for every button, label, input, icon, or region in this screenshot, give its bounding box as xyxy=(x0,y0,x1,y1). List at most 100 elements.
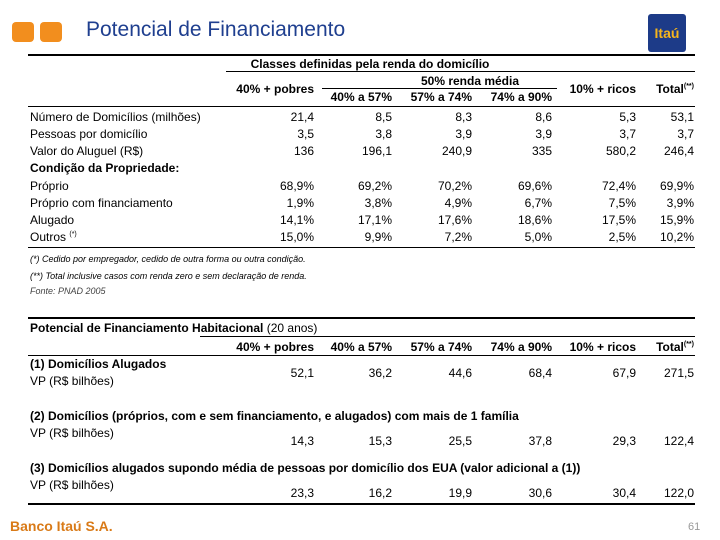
cell: 29,3 xyxy=(612,434,636,448)
section-label-condicao: Condição da Propriedade: xyxy=(30,161,180,175)
page-number: 61 xyxy=(688,521,701,533)
group-subtitle: VP (R$ bilhões) xyxy=(30,426,114,440)
table2-col-header: 40% a 57% xyxy=(330,340,392,354)
outros-footnote-mark: (*) xyxy=(69,231,77,238)
table2-title-suffix: (20 anos) xyxy=(266,321,318,335)
table1-col-header-total: Total(**) xyxy=(636,82,694,96)
cell: 580,2 xyxy=(605,144,636,158)
cell: 30,4 xyxy=(612,486,636,500)
row-label: Valor do Aluguel (R$) xyxy=(30,144,144,158)
cell: 68,9% xyxy=(279,179,314,193)
cell: 69,6% xyxy=(517,179,552,193)
cell: 3,7 xyxy=(619,127,636,141)
cell: 25,5 xyxy=(448,434,472,448)
footer-bank-name: Banco Itaú S.A. xyxy=(10,518,113,534)
cell: 7,5% xyxy=(608,196,636,210)
cell: 240,9 xyxy=(441,144,472,158)
table2-title: Potencial de Financiamento Habitacional xyxy=(30,321,264,335)
cell: 68,4 xyxy=(528,366,552,380)
group-subtitle: VP (R$ bilhões) xyxy=(30,374,114,388)
group-title: (3) Domicílios alugados supondo média de… xyxy=(30,461,581,475)
footnote: (**) Total inclusive casos com renda zer… xyxy=(30,271,307,281)
cell: 122,4 xyxy=(663,434,694,448)
cell: 122,0 xyxy=(663,486,694,500)
cell: 72,4% xyxy=(601,179,636,193)
table1-col-header: 40% + pobres xyxy=(236,82,314,96)
page-title: Potencial de Financiamento xyxy=(86,18,346,41)
total-footnote-mark: (**) xyxy=(683,83,694,90)
row-label: Número de Domicílios (milhões) xyxy=(30,110,201,124)
table1-col-header: 57% a 74% xyxy=(410,90,472,104)
cell: 335 xyxy=(531,144,552,158)
cell: 37,8 xyxy=(528,434,552,448)
cell: 23,3 xyxy=(290,486,314,500)
table2-col-header: 40% + pobres xyxy=(236,340,314,354)
cell: 3,5 xyxy=(297,127,314,141)
cell: 21,4 xyxy=(290,110,314,124)
table1-bottom-rule xyxy=(28,247,695,248)
cell: 15,3 xyxy=(368,434,392,448)
table1-title: Classes definidas pela renda do domicíli… xyxy=(250,57,490,71)
cell: 6,7% xyxy=(524,196,552,210)
cell: 69,2% xyxy=(357,179,392,193)
cell: 36,2 xyxy=(368,366,392,380)
table1-title-rule xyxy=(226,71,695,72)
row-label: Próprio com financiamento xyxy=(30,196,173,210)
cell: 8,3 xyxy=(455,110,472,124)
group-subtitle: VP (R$ bilhões) xyxy=(30,478,114,492)
cell: 14,1% xyxy=(279,213,314,227)
source-note: Fonte: PNAD 2005 xyxy=(30,286,106,296)
cell: 7,2% xyxy=(444,230,472,244)
cell: 1,9% xyxy=(286,196,314,210)
cell: 15,9% xyxy=(659,213,694,227)
footnote: (*) Cedido por empregador, cedido de out… xyxy=(30,254,306,264)
cell: 2,5% xyxy=(608,230,636,244)
table1-top-rule xyxy=(28,54,695,56)
table2-bottom-rule xyxy=(28,503,695,505)
table1-col-header: 74% a 90% xyxy=(490,90,552,104)
cell: 17,1% xyxy=(357,213,392,227)
row-label-outros: Outros (*) xyxy=(30,230,77,244)
cell: 3,7 xyxy=(677,127,694,141)
cell: 4,9% xyxy=(444,196,472,210)
table2-col-header-total: Total(**) xyxy=(636,340,694,354)
group-title: (2) Domicílios (próprios, com e sem fina… xyxy=(30,409,519,423)
row-label: Alugado xyxy=(30,213,75,227)
total-footnote-mark: (**) xyxy=(683,341,694,348)
table1-group-header: 50% renda média xyxy=(420,74,520,88)
total-label: Total xyxy=(656,340,684,354)
cell: 5,0% xyxy=(524,230,552,244)
table2-col-header: 57% a 74% xyxy=(410,340,472,354)
header-decoration-right xyxy=(40,22,62,42)
cell: 30,6 xyxy=(528,486,552,500)
cell: 8,5 xyxy=(375,110,392,124)
table1-col-header: 40% a 57% xyxy=(330,90,392,104)
cell: 14,3 xyxy=(290,434,314,448)
table1-col-header: 10% + ricos xyxy=(569,82,636,96)
cell: 5,3 xyxy=(619,110,636,124)
total-label: Total xyxy=(656,82,684,96)
cell: 67,9 xyxy=(612,366,636,380)
row-label: Outros xyxy=(30,230,67,244)
cell: 10,2% xyxy=(659,230,694,244)
cell: 53,1 xyxy=(670,110,694,124)
table2-title-rule xyxy=(200,336,695,337)
cell: 52,1 xyxy=(290,366,314,380)
cell: 69,9% xyxy=(659,179,694,193)
cell: 16,2 xyxy=(368,486,392,500)
itau-logo: Itaú xyxy=(648,14,686,52)
cell: 3,9 xyxy=(535,127,552,141)
table2-col-header: 10% + ricos xyxy=(569,340,636,354)
row-label: Pessoas por domicílio xyxy=(30,127,148,141)
table1-header-rule xyxy=(28,106,695,107)
cell: 3,8 xyxy=(375,127,392,141)
table2-title-line: Potencial de Financiamento Habitacional … xyxy=(30,321,317,335)
table2-header-rule xyxy=(28,355,695,356)
group-title: (1) Domicílios Alugados xyxy=(30,357,167,371)
table1-group-rule xyxy=(322,88,557,89)
table2-col-header: 74% a 90% xyxy=(490,340,552,354)
cell: 3,9% xyxy=(666,196,694,210)
cell: 8,6 xyxy=(535,110,552,124)
cell: 18,6% xyxy=(517,213,552,227)
table2-top-rule xyxy=(28,317,695,319)
